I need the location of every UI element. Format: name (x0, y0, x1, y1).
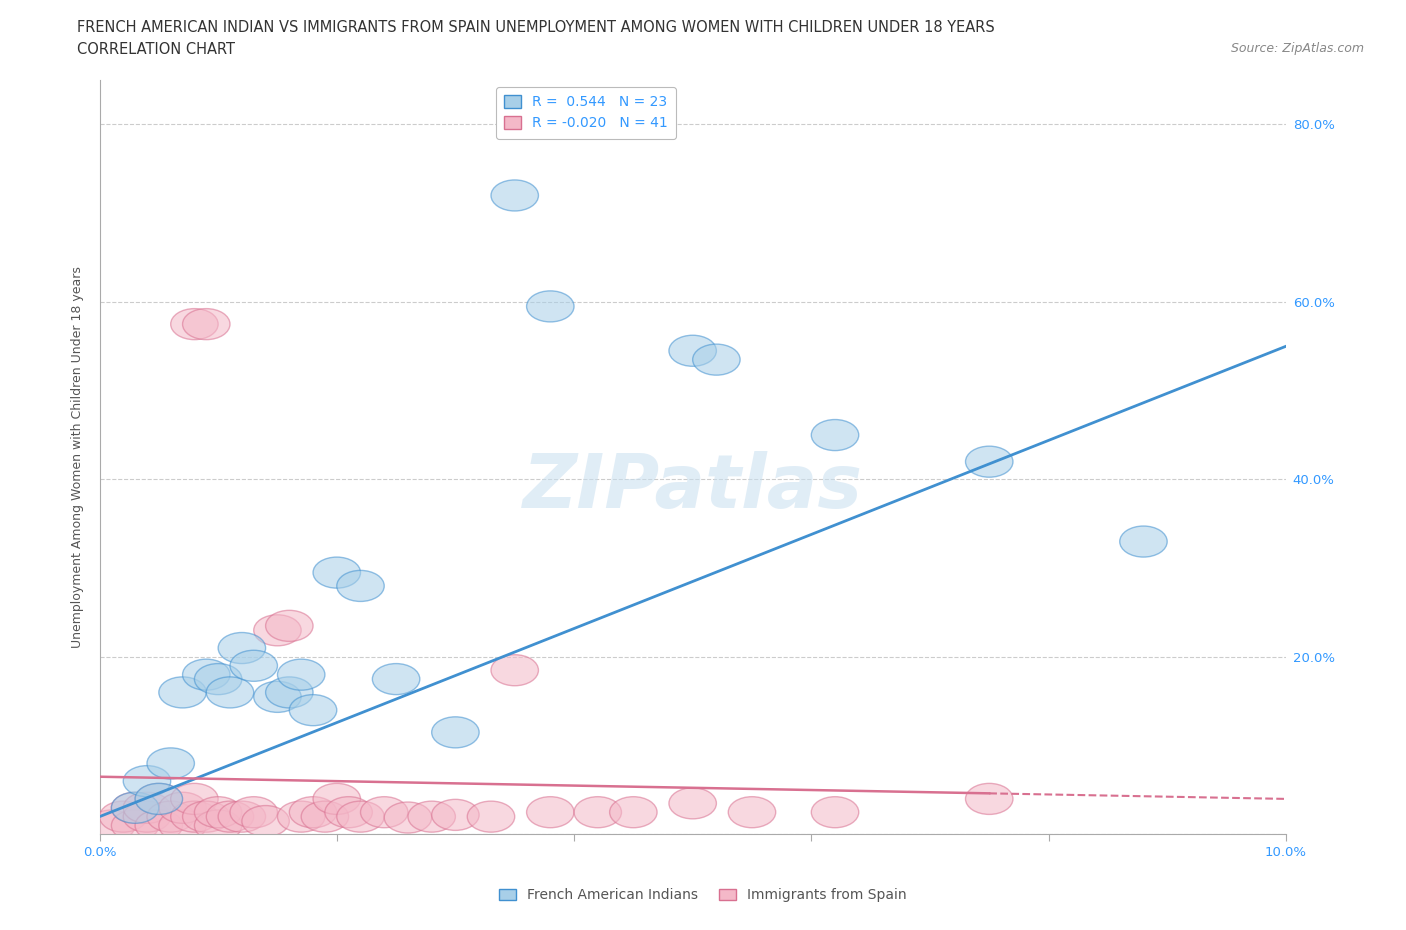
Text: FRENCH AMERICAN INDIAN VS IMMIGRANTS FROM SPAIN UNEMPLOYMENT AMONG WOMEN WITH CH: FRENCH AMERICAN INDIAN VS IMMIGRANTS FRO… (77, 20, 995, 35)
Ellipse shape (1119, 526, 1167, 557)
Ellipse shape (574, 797, 621, 828)
Ellipse shape (218, 801, 266, 832)
Ellipse shape (207, 677, 253, 708)
Ellipse shape (277, 659, 325, 690)
Text: CORRELATION CHART: CORRELATION CHART (77, 42, 235, 57)
Ellipse shape (966, 446, 1012, 477)
Ellipse shape (669, 788, 717, 818)
Ellipse shape (231, 797, 277, 828)
Ellipse shape (183, 801, 231, 832)
Ellipse shape (266, 610, 314, 642)
Ellipse shape (491, 655, 538, 685)
Ellipse shape (253, 682, 301, 712)
Ellipse shape (111, 792, 159, 823)
Ellipse shape (432, 717, 479, 748)
Ellipse shape (148, 748, 194, 779)
Ellipse shape (124, 792, 170, 823)
Ellipse shape (301, 801, 349, 832)
Ellipse shape (135, 810, 183, 841)
Ellipse shape (124, 765, 170, 797)
Ellipse shape (124, 801, 170, 832)
Ellipse shape (337, 570, 384, 602)
Ellipse shape (183, 309, 231, 339)
Ellipse shape (253, 615, 301, 645)
Ellipse shape (337, 801, 384, 832)
Ellipse shape (610, 797, 657, 828)
Ellipse shape (491, 179, 538, 211)
Ellipse shape (231, 650, 277, 682)
Text: ZIPatlas: ZIPatlas (523, 451, 863, 524)
Ellipse shape (159, 677, 207, 708)
Ellipse shape (242, 805, 290, 837)
Ellipse shape (111, 792, 159, 823)
Ellipse shape (728, 797, 776, 828)
Ellipse shape (135, 783, 183, 815)
Ellipse shape (527, 797, 574, 828)
Legend: French American Indians, Immigrants from Spain: French American Indians, Immigrants from… (492, 882, 914, 910)
Ellipse shape (290, 695, 337, 725)
Ellipse shape (527, 291, 574, 322)
Ellipse shape (325, 797, 373, 828)
Y-axis label: Unemployment Among Women with Children Under 18 years: Unemployment Among Women with Children U… (72, 266, 84, 648)
Ellipse shape (966, 783, 1012, 815)
Ellipse shape (87, 810, 135, 841)
Ellipse shape (170, 783, 218, 815)
Ellipse shape (314, 783, 360, 815)
Ellipse shape (467, 801, 515, 832)
Text: Source: ZipAtlas.com: Source: ZipAtlas.com (1230, 42, 1364, 55)
Ellipse shape (811, 797, 859, 828)
Ellipse shape (207, 801, 253, 832)
Ellipse shape (194, 810, 242, 841)
Ellipse shape (170, 309, 218, 339)
Ellipse shape (135, 783, 183, 815)
Ellipse shape (148, 801, 194, 832)
Ellipse shape (290, 797, 337, 828)
Ellipse shape (811, 419, 859, 451)
Ellipse shape (432, 800, 479, 830)
Ellipse shape (314, 557, 360, 588)
Ellipse shape (194, 664, 242, 695)
Ellipse shape (159, 792, 207, 823)
Ellipse shape (218, 632, 266, 664)
Ellipse shape (693, 344, 740, 375)
Ellipse shape (669, 335, 717, 366)
Ellipse shape (183, 659, 231, 690)
Ellipse shape (277, 801, 325, 832)
Ellipse shape (170, 801, 218, 832)
Ellipse shape (360, 797, 408, 828)
Ellipse shape (111, 810, 159, 841)
Legend: R =  0.544   N = 23, R = -0.020   N = 41: R = 0.544 N = 23, R = -0.020 N = 41 (496, 87, 676, 139)
Ellipse shape (373, 664, 420, 695)
Ellipse shape (408, 801, 456, 832)
Ellipse shape (194, 797, 242, 828)
Ellipse shape (384, 802, 432, 833)
Ellipse shape (100, 801, 148, 832)
Ellipse shape (266, 677, 314, 708)
Ellipse shape (159, 810, 207, 841)
